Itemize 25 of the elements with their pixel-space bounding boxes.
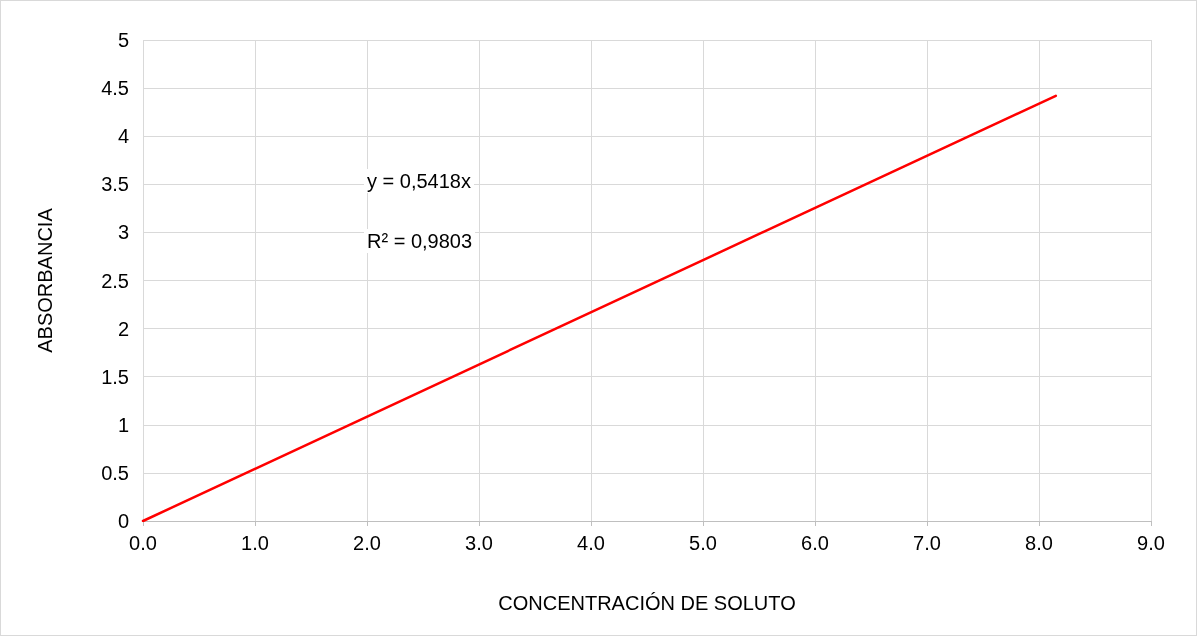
x-tick-label: 7.0 xyxy=(913,532,941,554)
x-tick-label: 2.0 xyxy=(353,532,381,554)
annotation: R² = 0,9803 xyxy=(367,230,473,252)
y-tick-label: 2.5 xyxy=(101,269,129,292)
x-tick-label: 8.0 xyxy=(1025,532,1053,554)
y-tick-label: 2 xyxy=(117,317,129,340)
y-tick-label: 4.5 xyxy=(101,77,129,100)
x-tick-label: 0.0 xyxy=(129,532,157,554)
y-tick-label: 1.5 xyxy=(101,365,129,388)
y-tick-label: 3 xyxy=(117,221,129,244)
x-axis-title: CONCENTRACIÓN DE SOLUTO xyxy=(498,592,796,614)
x-tick-label: 6.0 xyxy=(801,532,829,554)
y-tick-label: 3.5 xyxy=(101,173,129,196)
y-tick-label: 0.5 xyxy=(101,461,129,484)
x-tick-label: 5.0 xyxy=(689,532,717,554)
y-tick-label: 4 xyxy=(117,125,129,148)
annotation: y = 0,5418x xyxy=(367,170,471,192)
x-tick-label: 3.0 xyxy=(465,532,493,554)
y-tick-label: 0 xyxy=(117,510,129,532)
x-tick-label: 4.0 xyxy=(577,532,605,554)
y-axis-title: ABSORBANCIA xyxy=(34,207,56,353)
x-tick-label: 1.0 xyxy=(241,532,269,554)
x-tick-label: 9.0 xyxy=(1137,532,1165,554)
y-tick-label: 1 xyxy=(117,413,129,436)
y-tick-label: 5 xyxy=(117,29,129,51)
